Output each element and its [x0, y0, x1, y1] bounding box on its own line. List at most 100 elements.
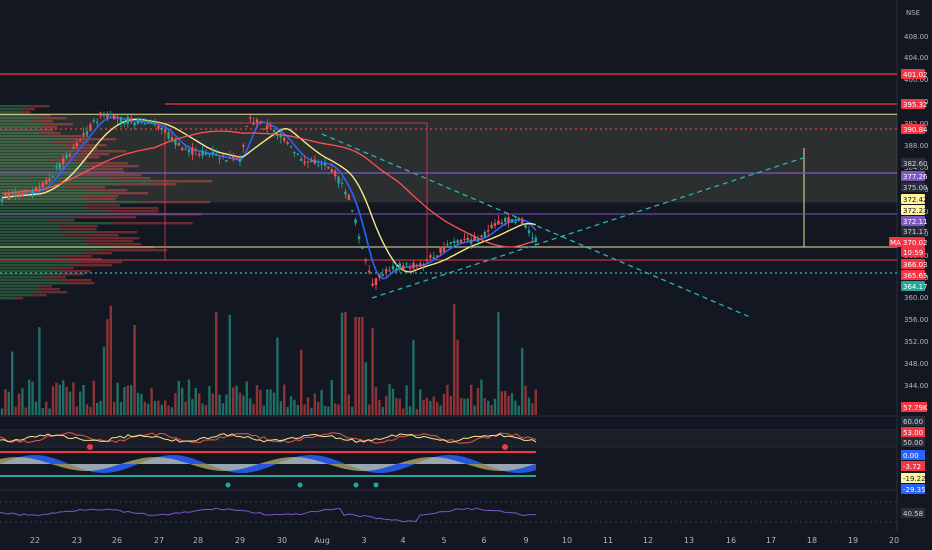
profile-bar-up [0, 288, 38, 291]
symbol-tag[interactable]: MA [889, 237, 901, 247]
candle-up [449, 242, 452, 244]
momentum-tag-box [901, 484, 925, 494]
volume-bar-up [310, 407, 313, 415]
date-label: 12 [643, 536, 653, 545]
price-tag-text: 366.03 [903, 261, 928, 269]
candle-down [252, 122, 255, 125]
osc-tag[interactable]: 40.58 [901, 508, 925, 518]
candle-up [357, 236, 361, 240]
rsi-tag[interactable]: 50.00 [901, 437, 925, 447]
price-level-tag[interactable]: 366.03 [901, 259, 928, 269]
price-level-tag[interactable]: 401.02 [901, 69, 928, 79]
volume-bar-down [24, 407, 27, 415]
price-level-tag[interactable]: 371.17 [901, 226, 928, 236]
rsi-tag-text: 50.00 [903, 439, 923, 447]
candle-up [534, 237, 537, 242]
volume-bar-down [238, 392, 242, 415]
volume-bar-up [429, 400, 432, 415]
momentum-tag[interactable]: 0.00 [901, 450, 925, 460]
candle-down [113, 114, 116, 120]
candle-down [116, 117, 119, 119]
profile-bar-up [0, 162, 88, 165]
candle-up [96, 121, 99, 124]
price-level-tag[interactable]: 382.60 [901, 158, 928, 168]
price-level-tag[interactable]: 375.00 [901, 182, 928, 192]
time-axis[interactable]: 22 23 26 27 28 29 30 Aug 3 4 5 6 9 10 11 12 13 16 17 18 19 20 [30, 536, 899, 545]
profile-bar-down [109, 210, 159, 213]
profile-bar-up [0, 207, 88, 210]
price-tag-box [901, 124, 925, 134]
profile-bar-down [80, 261, 123, 264]
buy-signal-dot [353, 482, 359, 488]
momentum-tag[interactable]: -19.22 [901, 473, 926, 483]
price-level-tag[interactable]: 365.65 [901, 270, 928, 280]
candle-up [153, 123, 157, 125]
momentum-tag[interactable]: -29.35 [901, 484, 926, 494]
candle-up [296, 153, 299, 155]
price-level-tag[interactable]: 370.02 [901, 237, 928, 247]
volume-tag[interactable]: 57.79K [901, 402, 928, 412]
profile-bar-down [78, 195, 119, 198]
price-level-tag[interactable]: 372.42 [901, 194, 928, 204]
rsi-tag[interactable]: 53.00 [901, 427, 925, 437]
trendlines[interactable] [321, 133, 807, 318]
profile-bar-down [43, 291, 68, 294]
profile-bar-down [39, 132, 61, 135]
price-tag-text: 390.84 [903, 126, 928, 134]
candle-up [381, 274, 384, 276]
candle-up [160, 127, 163, 130]
price-level-tag[interactable]: 372.11 [901, 216, 928, 226]
osc-tag-text: 40.58 [903, 510, 923, 518]
price-tag-text: 377.26 [903, 173, 928, 181]
candle-up [476, 239, 480, 242]
price-level-tag[interactable]: 10:59 [901, 247, 925, 257]
price-level-tag[interactable]: 372.23 [901, 205, 928, 215]
volume-bar-up [517, 405, 520, 415]
volume-bar-down [490, 405, 493, 415]
volume-bar-down [14, 406, 17, 415]
trendline-down[interactable] [321, 133, 751, 318]
profile-bar-up [0, 252, 82, 255]
candle-down [79, 139, 82, 141]
volume-bar-up [221, 403, 225, 415]
price-level-tag[interactable]: 377.26 [901, 171, 928, 181]
price-axis[interactable]: 408.00404.00400.00396.00392.00388.00384.… [889, 9, 929, 518]
volume-bar-up [463, 398, 466, 415]
candle-down [313, 159, 316, 164]
volume-bar-up [68, 391, 72, 415]
price-tag-box [901, 226, 925, 236]
rsi-tag[interactable]: 60.00 [901, 416, 925, 426]
profile-bar-down [43, 117, 67, 120]
price-level-tag[interactable]: 390.84 [901, 124, 928, 134]
candle-up [187, 149, 191, 153]
volume-bar-down [4, 389, 7, 415]
price-level-tag[interactable]: 395.32 [901, 99, 928, 109]
volume-bar-down [306, 397, 310, 415]
profile-bar-down [97, 231, 138, 234]
price-level-tag[interactable]: 364.17 [901, 281, 928, 291]
candle-down [415, 264, 418, 266]
profile-bar-down [20, 111, 31, 114]
momentum-tag[interactable]: -3.72 [901, 461, 925, 471]
candle-down [283, 137, 286, 141]
profile-bar-up [0, 174, 82, 177]
volume-bar-up [191, 399, 194, 415]
candle-down [106, 114, 109, 118]
volume-bar-up [28, 379, 31, 415]
profile-bar-up [0, 153, 77, 156]
volume-bar-down [65, 386, 68, 415]
candle-up [126, 116, 129, 124]
volume-bar-down [51, 386, 55, 415]
profile-bar-down [58, 156, 100, 159]
profile-bar-up [0, 231, 98, 234]
volume-bar-up [82, 384, 85, 415]
profile-bar-down [88, 237, 140, 240]
candle-down [249, 117, 252, 120]
profile-bar-up [0, 180, 154, 183]
horizontal-levels[interactable] [0, 73, 897, 274]
slow-ma-line [1, 130, 536, 248]
profile-bar-down [61, 273, 85, 276]
volume-bar-up [408, 406, 412, 415]
trendline-up[interactable] [371, 156, 807, 299]
